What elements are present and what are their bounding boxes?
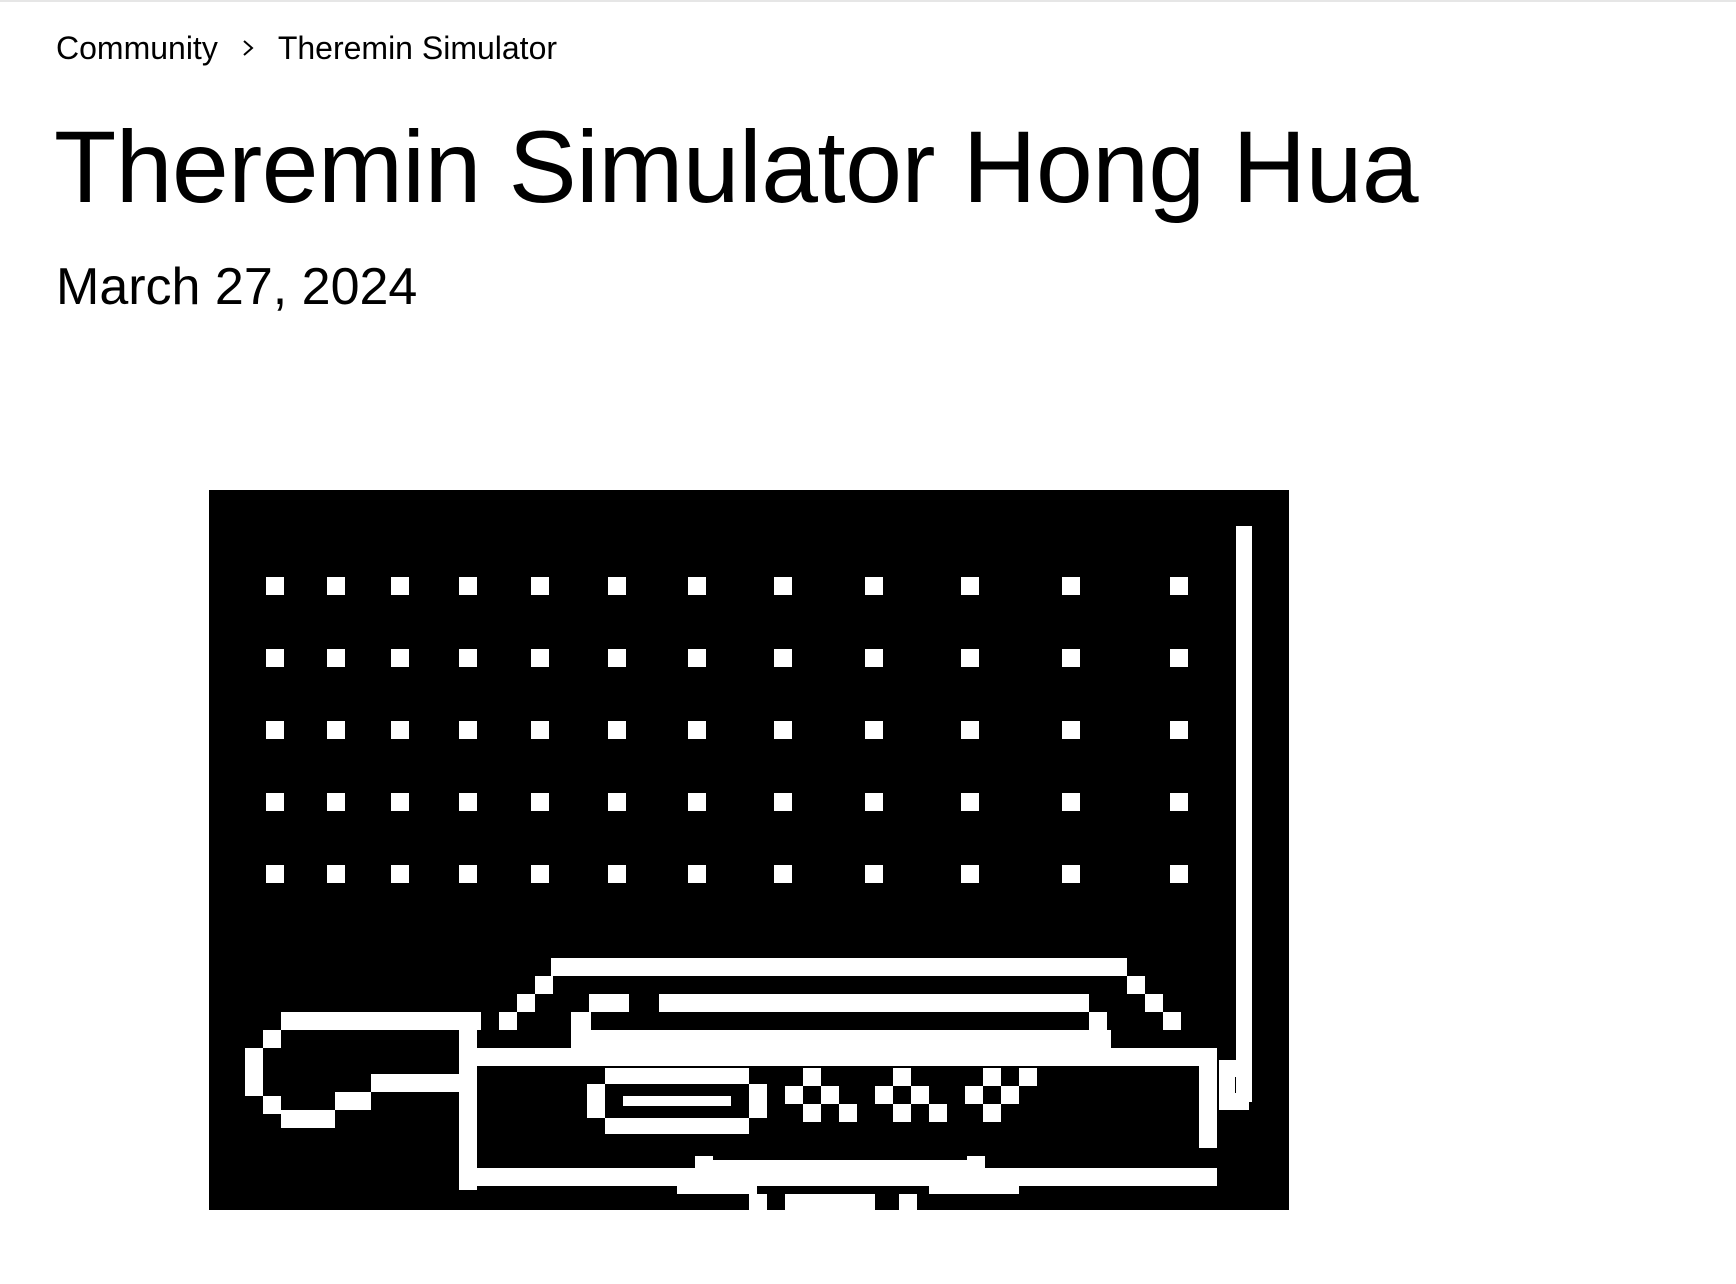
speaker-dot (961, 721, 979, 739)
speaker-dot (459, 865, 477, 883)
speaker-dot (327, 649, 345, 667)
speaker-dot (1170, 865, 1188, 883)
speaker-dot (608, 721, 626, 739)
speaker-dot (961, 649, 979, 667)
speaker-dot (1170, 721, 1188, 739)
chevron-right-icon (218, 28, 278, 68)
speaker-dot (391, 649, 409, 667)
speaker-dot (1062, 577, 1080, 595)
speaker-dot (774, 721, 792, 739)
speaker-dot (531, 721, 549, 739)
speaker-dot (865, 649, 883, 667)
speaker-dot (266, 721, 284, 739)
speaker-dot (391, 721, 409, 739)
speaker-dot (459, 649, 477, 667)
speaker-dot (865, 793, 883, 811)
speaker-dot (459, 577, 477, 595)
speaker-dot (688, 865, 706, 883)
speaker-dot (327, 793, 345, 811)
speaker-dot (531, 577, 549, 595)
speaker-dot (608, 649, 626, 667)
speaker-dot (865, 865, 883, 883)
speaker-dot (608, 865, 626, 883)
speaker-dot (459, 793, 477, 811)
speaker-dot (774, 649, 792, 667)
speaker-dot (1062, 649, 1080, 667)
speaker-dot (531, 865, 549, 883)
speaker-dot (1062, 793, 1080, 811)
breadcrumb: Community Theremin Simulator (56, 28, 557, 68)
speaker-dot (774, 577, 792, 595)
speaker-dot (865, 721, 883, 739)
speaker-dot (1170, 793, 1188, 811)
speaker-dot (327, 577, 345, 595)
speaker-dot (961, 793, 979, 811)
speaker-dot (961, 577, 979, 595)
speaker-dot (327, 865, 345, 883)
theremin-drawing (245, 526, 1252, 1210)
speaker-dot (608, 577, 626, 595)
speaker-dot (1062, 865, 1080, 883)
speaker-dot (391, 865, 409, 883)
speaker-dot (531, 793, 549, 811)
speaker-dot (327, 721, 345, 739)
speaker-dot (531, 649, 549, 667)
speaker-dot (1062, 721, 1080, 739)
publish-date: March 27, 2024 (56, 258, 418, 316)
speaker-dot (266, 649, 284, 667)
speaker-dot (865, 577, 883, 595)
speaker-dot (459, 721, 477, 739)
speaker-dot (774, 793, 792, 811)
theremin-illustration (209, 490, 1289, 1210)
speaker-dot (391, 577, 409, 595)
speaker-dot-grid (266, 577, 1188, 883)
speaker-dot (961, 865, 979, 883)
speaker-dot (266, 577, 284, 595)
breadcrumb-item-community[interactable]: Community (56, 30, 218, 66)
speaker-dot (688, 649, 706, 667)
speaker-dot (1170, 649, 1188, 667)
speaker-dot (266, 793, 284, 811)
speaker-dot (774, 865, 792, 883)
speaker-dot (608, 793, 626, 811)
speaker-dot (688, 721, 706, 739)
speaker-dot (391, 793, 409, 811)
breadcrumb-item-theremin-simulator[interactable]: Theremin Simulator (277, 30, 558, 66)
speaker-dot (266, 865, 284, 883)
speaker-dot (1170, 577, 1188, 595)
speaker-dot (688, 793, 706, 811)
speaker-dot (688, 577, 706, 595)
page-title: Theremin Simulator Hong Hua (54, 110, 1419, 224)
